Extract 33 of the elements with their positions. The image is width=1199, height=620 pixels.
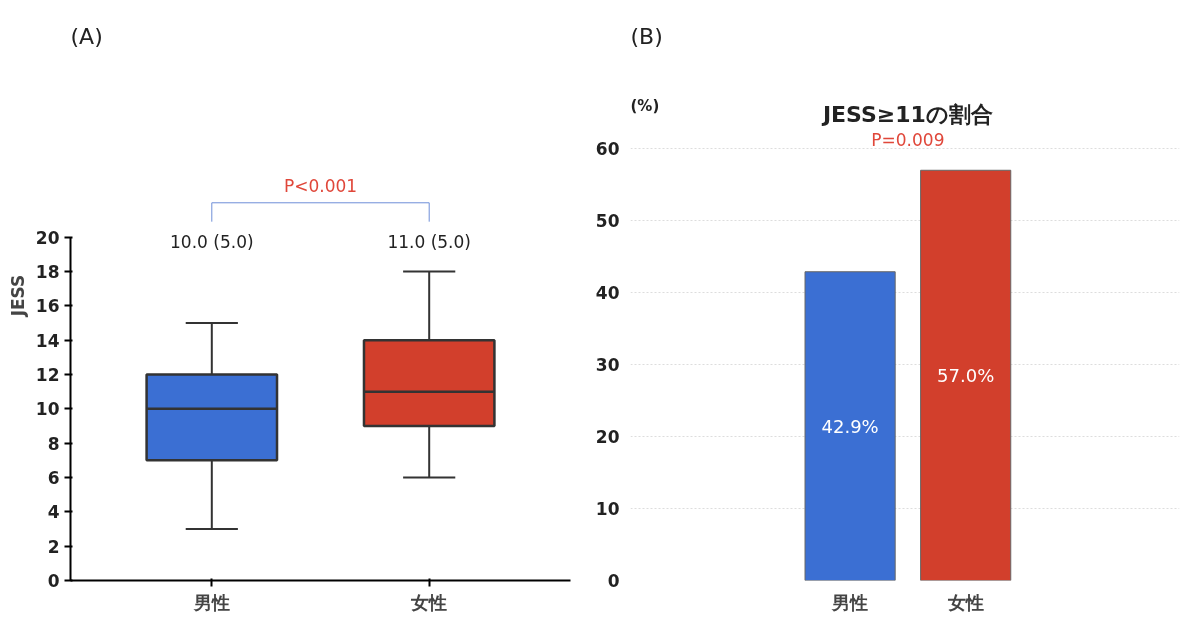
y-tick-label: 20: [35, 227, 60, 248]
y-tick-label: 16: [35, 296, 60, 317]
y-tick-label: 10: [35, 399, 60, 420]
y-tick-label: 2: [47, 536, 60, 557]
y-tick-label: 18: [35, 261, 60, 282]
y-tick-label: 10: [595, 499, 620, 520]
y-tick-label: 0: [607, 571, 620, 591]
text: (B): [630, 23, 663, 49]
text: (A): [70, 23, 103, 49]
data-label: 57.0%: [937, 364, 995, 386]
x-tick-label: 男性: [192, 591, 230, 613]
y-tick-label: 14: [35, 330, 60, 351]
y-tick-label: 12: [35, 364, 60, 385]
y-tick-label: 30: [595, 355, 620, 376]
y-tick-label: 40: [595, 283, 620, 304]
x-tick-label: 女性: [410, 591, 448, 613]
x-tick-label: 男性: [831, 591, 869, 613]
data-label: 42.9%: [821, 415, 879, 437]
y-tick-label: 50: [595, 211, 620, 232]
chart-title: JESS≥11の割合: [820, 101, 993, 127]
y-axis-title: (%): [630, 96, 660, 115]
text: P<0.001: [283, 175, 358, 196]
x-tick-label: 女性: [946, 591, 984, 613]
y-tick-label: 6: [47, 467, 60, 488]
annotation: 10.0 (5.0): [170, 232, 254, 253]
y-tick-label: 0: [47, 571, 60, 591]
y-tick-label: 4: [47, 502, 60, 523]
y-axis-title: JESS: [7, 274, 28, 318]
annotation: P=0.009: [871, 130, 945, 151]
annotation: 11.0 (5.0): [387, 232, 471, 253]
y-tick-label: 20: [595, 427, 620, 448]
y-tick-label: 60: [595, 139, 620, 160]
y-tick-label: 8: [47, 433, 60, 454]
